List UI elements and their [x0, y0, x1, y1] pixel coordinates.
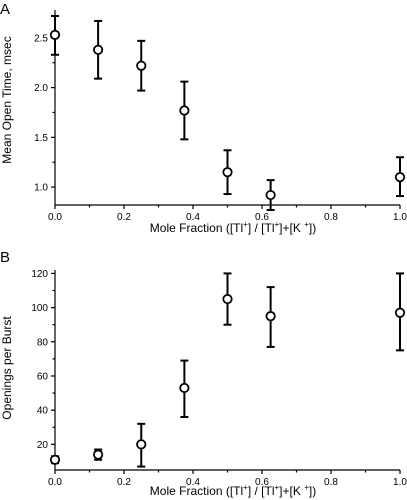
data-point	[179, 382, 190, 394]
data-point	[179, 105, 190, 116]
y-tick-label: 2.5	[34, 33, 48, 44]
x-tick-label: 1.0	[393, 477, 407, 488]
x-axis-label-suffix: ])	[309, 484, 316, 498]
data-point	[136, 60, 147, 71]
x-tick-label: 0.4	[186, 212, 200, 223]
y-tick-label: 1.5	[34, 133, 48, 144]
x-axis-label-mid: ] / [Tl	[248, 221, 275, 235]
data-point	[49, 454, 61, 465]
x-tick-label: 1.0	[393, 212, 407, 223]
data-point	[394, 172, 406, 183]
x-tick-label: 0.4	[186, 477, 200, 488]
data-point	[265, 189, 276, 201]
y-axis-label: Mean Open Time, msec	[0, 36, 14, 163]
x-axis-label-prefix: Mole Fraction ([Tl	[150, 221, 243, 235]
y-tick-label: 20	[37, 440, 49, 451]
x-axis-label: Mole Fraction ([Tl+] / [Tl+]+[K +])	[150, 220, 316, 235]
data-point	[222, 167, 233, 178]
y-tick-label: 100	[31, 303, 48, 314]
x-tick-label: 0.0	[48, 212, 62, 223]
x-axis-label-sup: +	[304, 220, 309, 229]
x-tick-label: 0.8	[324, 477, 338, 488]
x-axis-label-sup: +	[275, 483, 280, 492]
data-point	[265, 311, 276, 322]
x-axis-label-suffix: ])	[309, 221, 316, 235]
x-tick-label: 0.6	[255, 477, 269, 488]
y-tick-label: 1.0	[34, 183, 48, 194]
x-axis-label-sup: +	[275, 220, 280, 229]
y-tick-label: 80	[37, 337, 49, 348]
data-point	[93, 44, 104, 55]
data-point	[136, 439, 147, 450]
x-axis-label-sup: +	[243, 220, 248, 229]
panel-b: B Openings per Burst Mole Fraction ([Tl+…	[0, 249, 407, 498]
x-tick-label: 0.2	[117, 212, 131, 223]
data-point	[49, 29, 61, 40]
x-axis-label-sup: +	[243, 483, 248, 492]
data-point	[93, 449, 104, 460]
x-axis-label-mid2: ]+[K	[279, 221, 304, 235]
x-tick-label: 0.2	[117, 477, 131, 488]
panel-letter: A	[0, 1, 10, 18]
data-point	[394, 307, 406, 318]
y-tick-label: 120	[31, 269, 48, 280]
x-axis-label-prefix: Mole Fraction ([Tl	[150, 484, 243, 498]
data-point	[222, 293, 233, 305]
y-tick-label: 2.0	[34, 83, 48, 94]
x-axis-label: Mole Fraction ([Tl+] / [Tl+]+[K +])	[150, 483, 316, 498]
panel-letter: B	[0, 249, 10, 266]
x-axis-label-sup: +	[304, 483, 309, 492]
panel-a: A Mean Open Time, msec Mole Fraction ([T…	[0, 1, 407, 235]
y-tick-label: 60	[37, 371, 49, 382]
y-axis-label: Openings per Burst	[0, 316, 14, 420]
x-axis-label-mid2: ]+[K	[279, 484, 304, 498]
y-tick-label: 40	[37, 406, 49, 417]
x-tick-label: 0.6	[255, 212, 269, 223]
x-tick-label: 0.0	[48, 477, 62, 488]
x-tick-label: 0.8	[324, 212, 338, 223]
x-axis-label-mid: ] / [Tl	[248, 484, 275, 498]
